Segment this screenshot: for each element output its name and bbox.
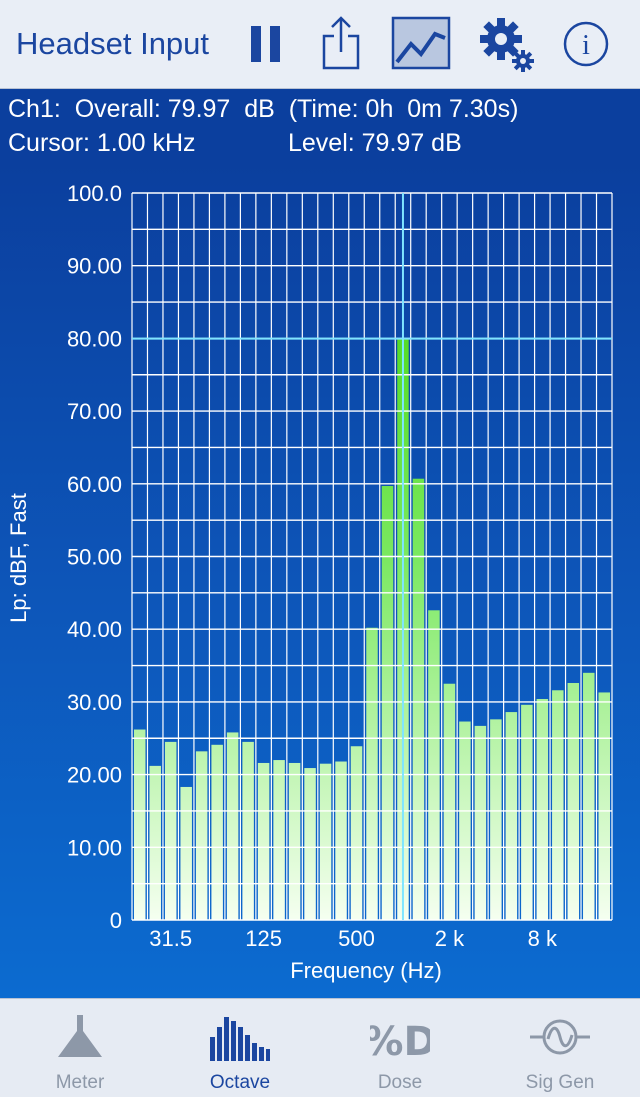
y-tick-label: 30.00: [67, 690, 122, 715]
tab-meter[interactable]: Meter: [0, 999, 160, 1097]
octave-bar: [459, 721, 471, 920]
octave-chart-area[interactable]: 0 10.00 20.00 30.00 40.00 50.00 60.00 70.00 80.0…: [0, 163, 640, 998]
octave-bar: [443, 683, 456, 920]
octave-bar: [257, 762, 270, 920]
octave-bar: [567, 682, 580, 920]
svg-text:%D: %D: [370, 1019, 430, 1061]
tab-dose[interactable]: %D Dose: [320, 999, 480, 1097]
x-tick-label: 8 k: [528, 926, 558, 951]
y-tick-label: 100.0: [67, 181, 122, 206]
level-readout: Level: 79.97 dB: [288, 129, 462, 157]
gear-icon[interactable]: [476, 14, 536, 74]
x-tick-label: 500: [338, 926, 375, 951]
octave-bar: [583, 672, 595, 920]
info-icon[interactable]: i: [556, 14, 616, 74]
meter-icon: [50, 1013, 110, 1061]
x-tick-label: 2 k: [435, 926, 465, 951]
y-tick-label: 0: [110, 908, 122, 933]
tab-sig-gen[interactable]: Sig Gen: [480, 999, 640, 1097]
overall-readout: Ch1: Overall: 79.97 dB (Time: 0h 0m 7.30…: [8, 95, 519, 123]
octave-bar: [226, 732, 239, 920]
y-tick-label: 70.00: [67, 399, 122, 424]
octave-bar: [428, 610, 440, 920]
cursor-readout: Cursor: 1.00 kHz: [8, 129, 196, 157]
octave-bar: [350, 746, 363, 920]
octave-bar: [521, 704, 533, 920]
graph-icon[interactable]: [391, 14, 451, 74]
octave-bar: [195, 751, 208, 920]
octave-bar: [536, 698, 549, 920]
pause-icon[interactable]: [236, 14, 296, 74]
measurement-info: Ch1: Overall: 79.97 dB (Time: 0h 0m 7.30…: [0, 89, 640, 163]
tab-label: Meter: [55, 1072, 105, 1093]
dose-icon: %D: [370, 1013, 430, 1061]
octave-bar: [366, 627, 378, 920]
app-title: Headset Input: [16, 26, 210, 61]
octave-bar: [273, 760, 285, 920]
octave-bar: [335, 761, 347, 920]
octave-icon: [210, 1013, 270, 1061]
sig-gen-icon: [530, 1013, 590, 1061]
octave-bar: [304, 768, 316, 920]
y-tick-label: 90.00: [67, 254, 122, 279]
octave-bar: [288, 762, 301, 920]
y-tick-label: 50.00: [67, 545, 122, 570]
x-tick-label: 31.5: [149, 926, 192, 951]
tab-label: Sig Gen: [525, 1072, 595, 1093]
octave-bar: [242, 741, 254, 920]
octave-bar: [474, 725, 487, 920]
top-toolbar: Headset Input: [0, 0, 640, 89]
octave-bar: [552, 690, 564, 920]
tab-label: Octave: [209, 1072, 271, 1093]
octave-bar: [319, 763, 332, 920]
tab-octave[interactable]: Octave: [160, 999, 320, 1097]
tab-bar: Meter Octave %D Dose: [0, 998, 640, 1097]
octave-chart[interactable]: 0 10.00 20.00 30.00 40.00 50.00 60.00 70.00 80.0…: [0, 163, 640, 998]
y-axis-title: Lp: dBF, Fast: [6, 493, 31, 623]
octave-bar: [598, 692, 610, 920]
svg-text:i: i: [582, 30, 590, 61]
y-tick-label: 10.00: [67, 835, 122, 860]
x-tick-label: 125: [245, 926, 282, 951]
share-icon[interactable]: [312, 14, 372, 74]
y-tick-label: 40.00: [67, 617, 122, 642]
octave-bar: [211, 744, 223, 920]
y-tick-label: 80.00: [67, 326, 122, 351]
x-axis-title: Frequency (Hz): [290, 958, 442, 983]
tab-label: Dose: [377, 1072, 423, 1093]
octave-bar: [505, 712, 518, 920]
octave-bar: [381, 485, 394, 920]
y-tick-label: 20.00: [67, 763, 122, 788]
octave-bar: [412, 478, 425, 920]
octave-bar: [490, 719, 502, 920]
octave-bar: [149, 765, 161, 920]
octave-bar: [134, 729, 146, 920]
y-tick-label: 60.00: [67, 472, 122, 497]
octave-bar: [180, 786, 192, 920]
octave-bar: [164, 741, 177, 920]
